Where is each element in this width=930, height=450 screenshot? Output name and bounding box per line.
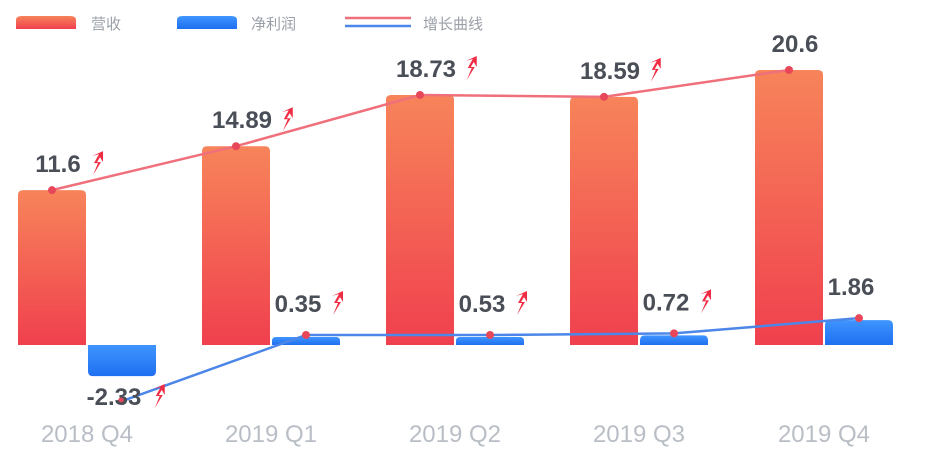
up-arrow-icon [153,384,165,408]
revenue-point-1 [232,142,240,151]
up-arrow-icon [465,55,477,80]
revenue-value-label-4: 20.6 [772,31,819,58]
revenue-bar-1 [202,146,270,345]
legend-label-profit: 净利润 [251,15,296,33]
category-label-0: 2018 Q4 [41,421,133,448]
legend-item-profit: 净利润 [177,15,296,33]
up-arrow-icon [332,291,343,315]
revenue-up-arrow-shape-2 [465,55,477,80]
revenue-up-arrow-shape-1 [281,107,293,132]
revenue-value-label-3: 18.59 [580,58,640,85]
profit-point-1 [302,331,310,339]
up-arrow-icon [649,57,661,82]
category-label-1: 2019 Q1 [225,421,317,448]
profit-point-0 [118,397,126,406]
profit-value-label-0: -2.33 [87,384,142,411]
profit-point-2 [486,331,494,339]
profit-up-arrow-shape-3 [700,289,711,314]
revenue-value-label-1: 14.89 [212,107,272,134]
trend-line-layer [48,66,863,406]
category-label-4: 2019 Q4 [778,421,870,448]
profit-bar-3 [640,335,708,345]
up-arrow-icon [92,151,103,176]
profit-point-3 [670,329,678,338]
profit-value-label-3: 0.72 [643,289,690,316]
profit-point-4 [855,314,863,323]
profit-value-label-4: 1.86 [828,274,875,301]
profit-up-arrow-shape-1 [332,291,343,315]
category-label-3: 2019 Q3 [593,421,685,448]
legend-item-revenue: 营收 [16,15,121,33]
bar-layer [18,70,893,377]
revenue-bar-2 [386,94,454,345]
revenue-point-4 [785,66,793,74]
revenue-value-label-2: 18.73 [396,56,456,83]
profit-bar-2 [456,337,524,345]
revenue-point-3 [600,92,608,101]
profit-bar-1 [272,337,340,345]
profit-value-label-2: 0.53 [459,291,506,318]
legend-item-trend: 增长曲线 [345,15,483,33]
revenue-bar-0 [18,190,86,345]
revenue-bar-3 [570,96,638,346]
profit-up-arrow-shape-2 [516,291,527,315]
legend-label-revenue: 营收 [91,15,121,33]
legend: 营收 净利润 增长曲线 [16,15,483,33]
revenue-value-label-0: 11.6 [35,151,80,178]
up-arrow-icon [516,291,527,315]
revenue-point-0 [48,186,56,195]
profit-up-arrow-shape-0 [153,384,165,408]
revenue-bar-4 [755,70,823,345]
up-arrow-icon [281,107,293,132]
revenue-up-arrow-shape-0 [92,151,103,176]
revenue-point-2 [416,90,424,99]
profit-bar-0 [88,345,156,377]
profit-bar-4 [825,320,893,345]
revenue-up-arrow-shape-3 [649,57,661,82]
label-layer: 2018 Q4 11.6 -2.33 2019 Q1 14.89 0.35 2019 Q2 1… [35,31,874,448]
up-arrow-icon [700,289,711,314]
legend-swatch-profit [177,16,237,29]
legend-swatch-revenue [16,16,76,29]
category-label-2: 2019 Q2 [409,421,501,448]
profit-value-label-1: 0.35 [275,291,322,318]
legend-label-trend: 增长曲线 [423,15,483,33]
